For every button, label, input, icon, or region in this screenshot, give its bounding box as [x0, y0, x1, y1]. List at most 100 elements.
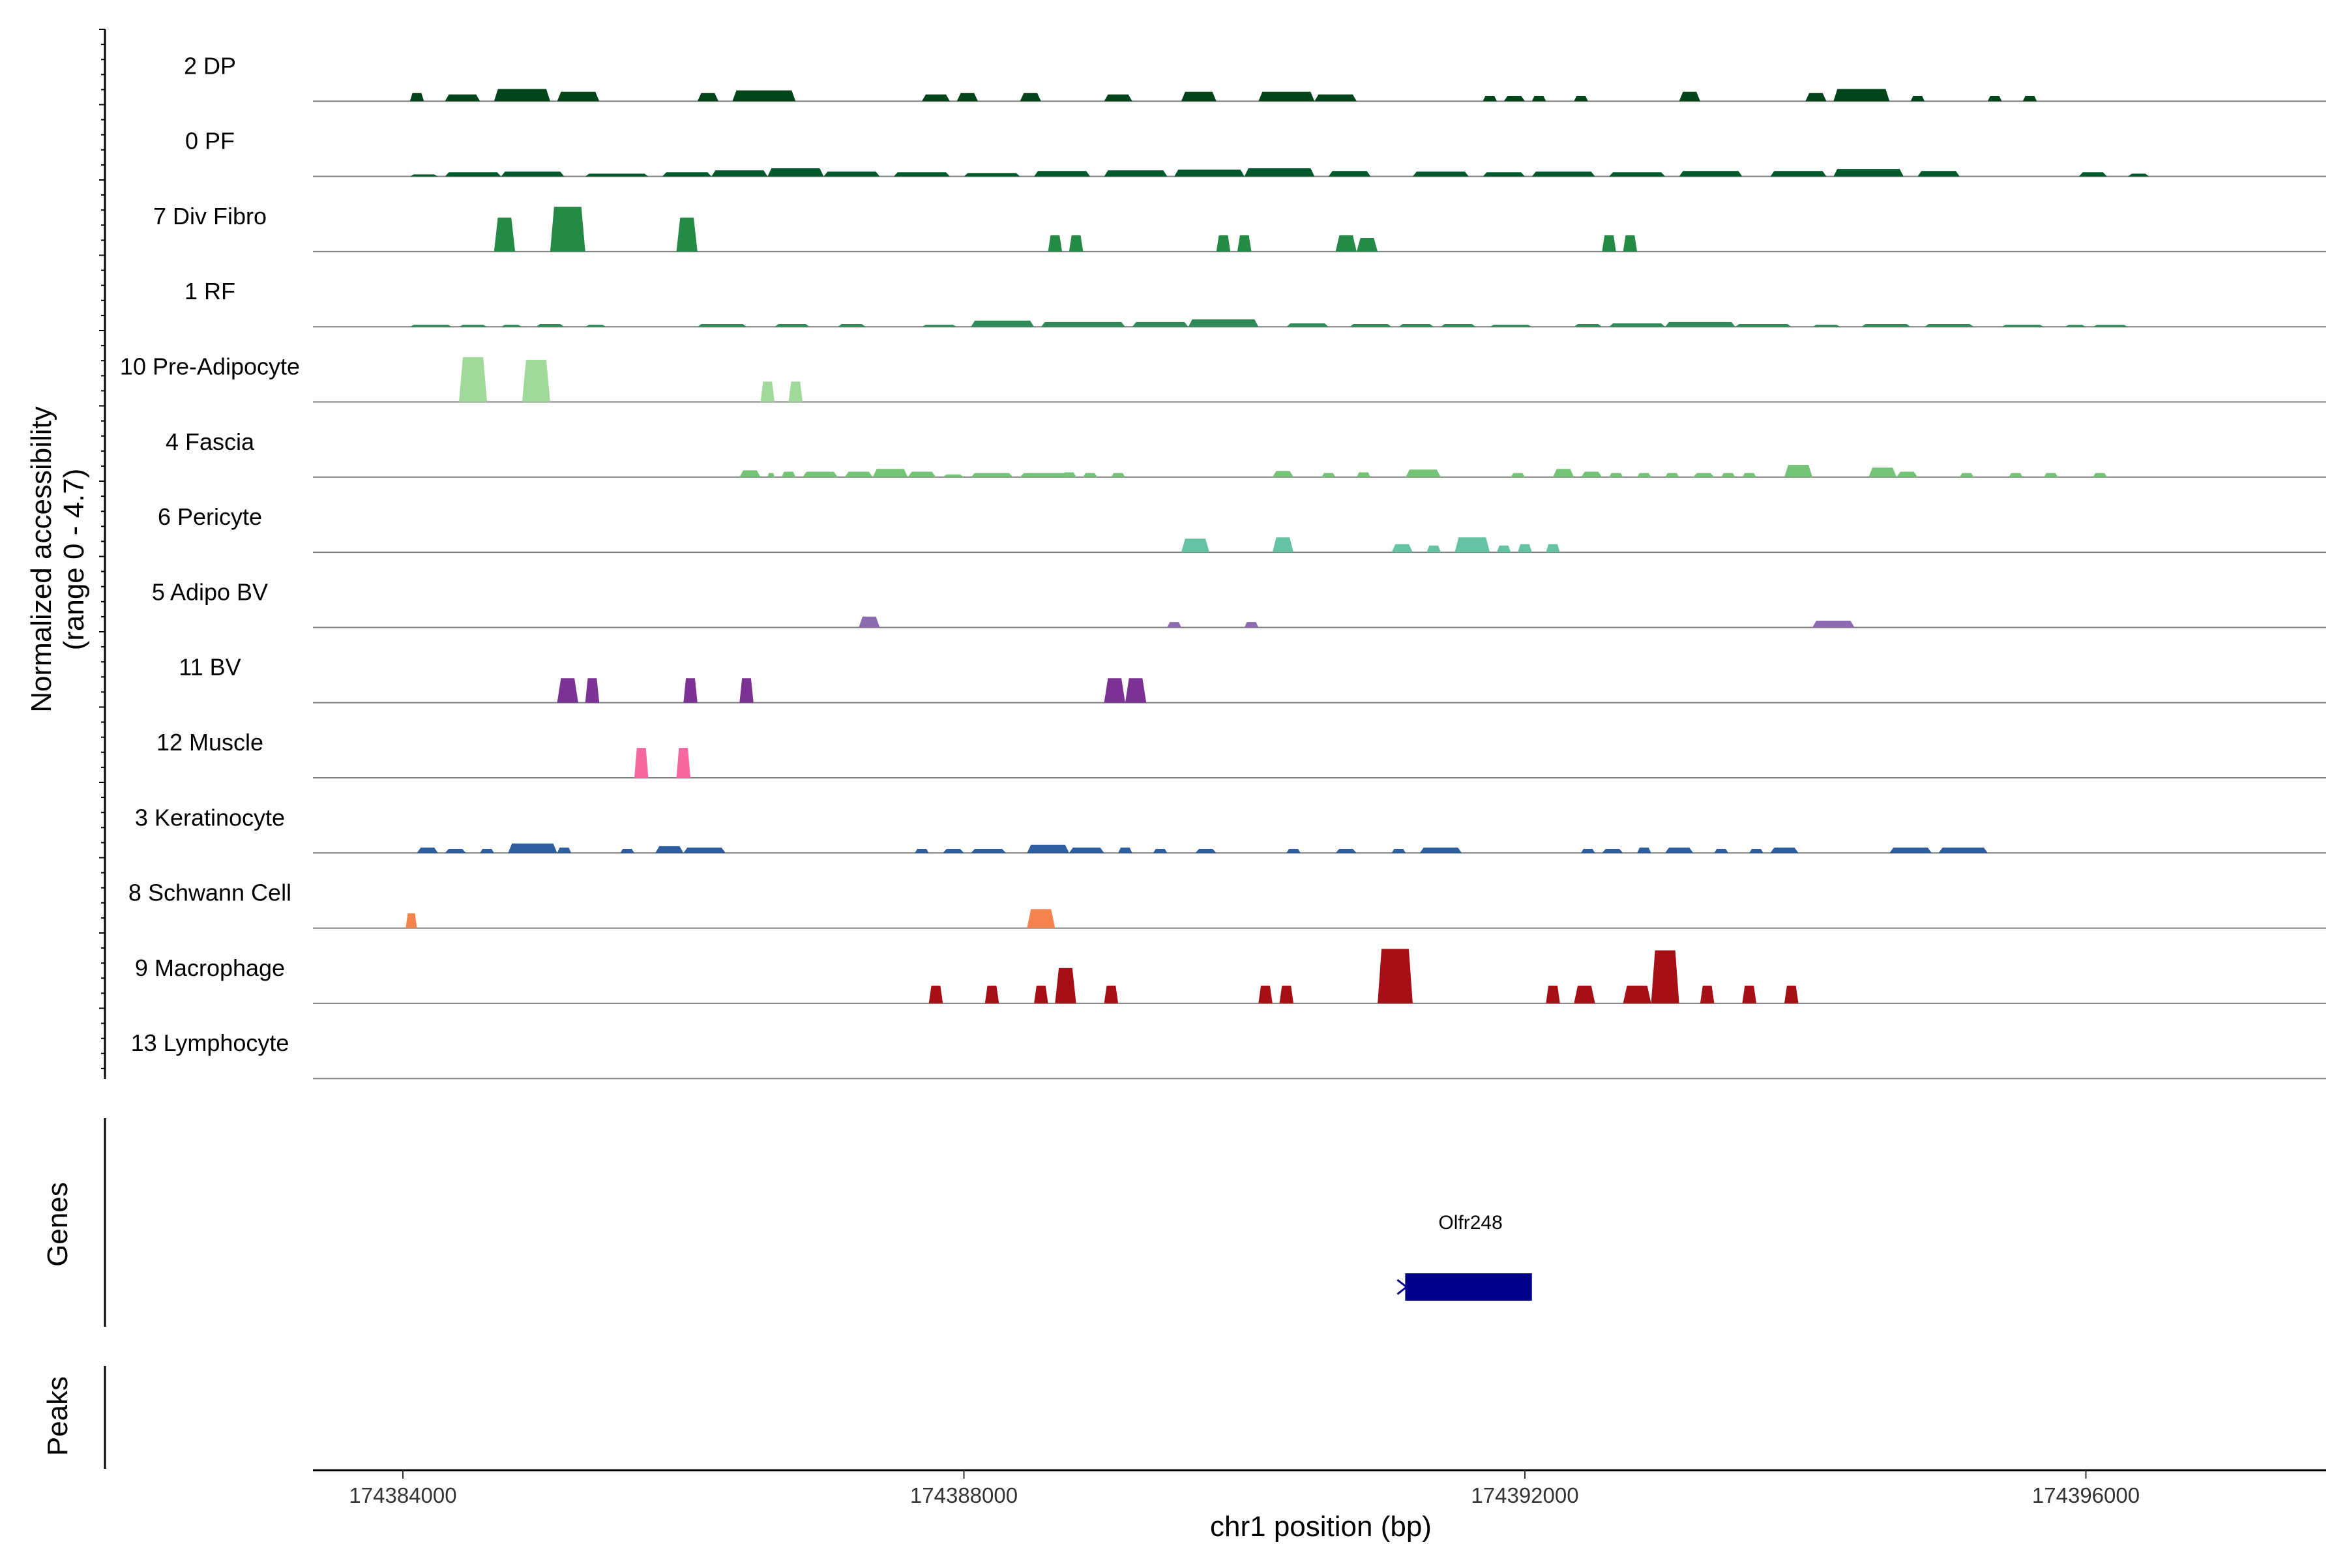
coverage-peak: [1546, 985, 1560, 1003]
track-label: 1 RF: [185, 278, 235, 304]
coverage-peak: [1812, 325, 1840, 327]
coverage-peak: [585, 173, 649, 177]
coverage-peak: [1665, 848, 1694, 853]
gene-name: Olfr248: [1438, 1212, 1502, 1234]
coverage-peak: [1735, 324, 1792, 327]
coverage-peak: [1609, 323, 1666, 327]
coverage-peak: [417, 848, 438, 853]
coverage-peak: [1454, 537, 1490, 553]
coverage-peak: [844, 471, 873, 477]
coverage-peak: [1350, 324, 1392, 327]
coverage-peak: [1188, 319, 1259, 327]
coverage-peak: [1518, 544, 1532, 553]
track-2-dp: 2 DP: [184, 52, 2326, 102]
coverage-peak: [964, 173, 1020, 177]
track-label: 6 Pericyte: [158, 503, 262, 530]
coverage-peak: [1861, 324, 1911, 327]
coverage-peak: [1258, 91, 1315, 102]
coverage-peak: [1910, 96, 1925, 102]
coverage-peak: [1272, 537, 1293, 553]
coverage-peak: [1181, 91, 1217, 102]
coverage-peak: [1637, 848, 1651, 853]
track-label: 11 BV: [179, 654, 241, 681]
coverage-peak: [1868, 467, 1897, 477]
coverage-peak: [1889, 848, 1932, 853]
coverage-peak: [1770, 848, 1799, 853]
strand-arrow-icon: [1396, 1279, 1408, 1295]
coverage-peak: [1623, 235, 1638, 252]
coverage-peak: [1609, 473, 1623, 477]
coverage-peak: [781, 471, 796, 477]
coverage-peak: [1770, 171, 1827, 177]
coverage-peak: [1027, 844, 1069, 853]
coverage-peak: [915, 849, 929, 853]
coverage-peak: [1602, 849, 1623, 853]
coverage-peak: [1490, 325, 1532, 327]
coverage-peak: [1111, 473, 1125, 477]
gene-body: [1405, 1273, 1532, 1301]
coverage-peak: [1104, 170, 1168, 177]
coverage-peak: [711, 170, 768, 177]
coverage-peak: [620, 849, 634, 853]
coverage-peak: [1153, 849, 1168, 853]
track-13-lymphocyte: 13 Lymphocyte: [131, 1029, 2326, 1080]
coverage-peak: [406, 913, 417, 928]
coverage-peak: [1637, 473, 1651, 477]
coverage-peak: [1749, 849, 1764, 853]
coverage-peak: [1693, 473, 1715, 477]
coverage-peak: [971, 320, 1035, 327]
coverage-peak: [1665, 321, 1735, 327]
coverage-peak: [1244, 622, 1259, 628]
coverage-peak: [739, 470, 761, 477]
coverage-peak: [459, 357, 488, 402]
coverage-peak: [1020, 93, 1041, 102]
coverage-peak: [1531, 96, 1546, 102]
coverage-peak: [1069, 235, 1084, 252]
coverage-peak: [1679, 91, 1700, 102]
coverage-peak: [494, 217, 516, 252]
coverage-peak: [943, 474, 964, 477]
track-11-bv: 11 BV: [179, 654, 2326, 703]
coverage-peak: [1546, 544, 1560, 553]
coverage-peak: [655, 846, 684, 853]
coverage-peak: [1244, 168, 1315, 177]
coverage-peak: [1020, 473, 1069, 477]
coverage-peak: [1104, 985, 1119, 1003]
x-tick-label: 174396000: [2032, 1483, 2140, 1507]
coverage-peak: [1132, 321, 1188, 327]
coverage-peak: [971, 473, 1013, 477]
gene-track: Olfr248: [1396, 1212, 1532, 1301]
coverage-peak: [522, 359, 550, 402]
track-label: 10 Pre-Adipocyte: [120, 353, 300, 380]
coverage-peak: [2009, 473, 2023, 477]
coverage-peak: [788, 381, 803, 402]
peaks-ylabel: Peaks: [42, 1376, 74, 1456]
tracks: 2 DP 0 PF 7 Div Fibro 1 RF 10 Pre-Adipocyte 4…: [120, 52, 2326, 1080]
x-axis-ticks: 174384000 174388000 174392000 174396000: [349, 1470, 2140, 1507]
coverage-peak: [1335, 849, 1357, 853]
track-3-keratinocyte: 3 Keratinocyte: [135, 804, 2326, 854]
track-label: 0 PF: [185, 128, 235, 155]
coverage-peak: [1412, 171, 1469, 177]
coverage-peak: [1328, 171, 1371, 177]
coverage-peak: [1034, 985, 1048, 1003]
coverage-peak: [1279, 985, 1293, 1003]
track-4-fascia: 4 Fascia: [166, 428, 2326, 478]
coverage-peak: [445, 94, 480, 102]
coverage-peak: [1833, 89, 1890, 102]
x-tick-label: 174384000: [349, 1483, 456, 1507]
coverage-peak: [971, 849, 1006, 853]
coverage-peak: [1195, 849, 1217, 853]
coverage-peak: [760, 381, 775, 402]
coverage-peak: [1483, 172, 1525, 177]
coverage-peak: [557, 91, 600, 102]
coverage-peak: [1665, 473, 1679, 477]
coverage-peak: [823, 171, 880, 177]
coverage-peak: [956, 93, 978, 102]
coverage-peak: [557, 678, 578, 703]
coverage-peak: [1602, 235, 1616, 252]
coverage-peak: [1104, 678, 1125, 703]
coverage-peak: [922, 325, 957, 327]
track-label: 4 Fascia: [166, 428, 255, 455]
